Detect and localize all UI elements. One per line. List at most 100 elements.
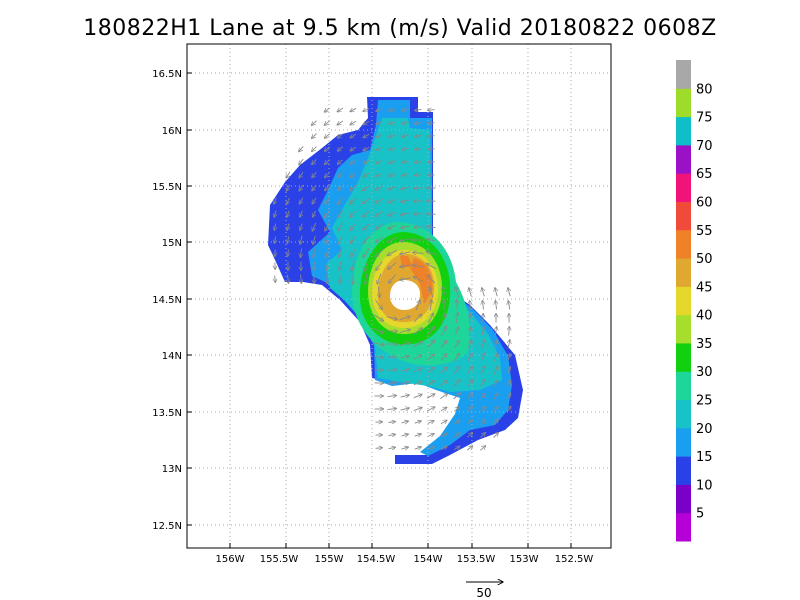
wind-vector <box>414 447 422 449</box>
colorbar-label: 50 <box>696 252 713 267</box>
wind-vector <box>508 354 510 361</box>
wind-vector <box>386 317 398 320</box>
wind-vector <box>363 134 370 137</box>
wind-vector <box>376 161 383 164</box>
wind-vector <box>301 274 302 284</box>
y-tick-label: 14N <box>162 351 182 362</box>
wind-vector <box>413 328 423 335</box>
wind-vector <box>376 148 383 151</box>
wind-vector <box>480 420 486 425</box>
wind-vector <box>442 287 447 298</box>
colorbar-label: 70 <box>696 139 713 154</box>
wind-vector <box>326 248 328 258</box>
wind-vector <box>493 419 499 425</box>
wind-vector <box>387 395 397 396</box>
wind-vector <box>506 406 511 413</box>
wind-vector <box>414 188 423 189</box>
wind-vector <box>427 368 434 373</box>
wind-vector <box>482 288 485 297</box>
wind-vector <box>440 380 448 387</box>
wind-vector <box>467 353 472 362</box>
wind-vector <box>413 394 422 399</box>
wind-vector <box>287 197 290 204</box>
wind-vector <box>413 381 422 386</box>
colorbar-swatch <box>676 484 691 514</box>
wind-vector <box>427 239 436 241</box>
wind-vector <box>508 288 510 297</box>
wind-vector <box>442 313 446 324</box>
wind-vector <box>362 198 370 203</box>
wind-vector <box>440 446 447 449</box>
wind-vector <box>300 223 302 231</box>
colorbar-swatch <box>676 512 691 542</box>
wind-vector <box>469 288 472 297</box>
colorbar-label: 10 <box>696 478 713 493</box>
wind-vector <box>286 184 289 191</box>
wind-vector <box>339 248 342 257</box>
wind-vector <box>376 109 383 112</box>
wind-vector <box>337 172 343 178</box>
wind-vector <box>299 171 304 178</box>
reference-vector: 50 <box>466 582 503 600</box>
wind-vector <box>339 261 341 271</box>
wind-vector <box>363 210 370 217</box>
wind-vector <box>412 341 423 348</box>
wind-vector <box>375 224 383 230</box>
wind-vector <box>325 209 330 218</box>
wind-vector <box>427 226 436 227</box>
y-tick-label: 12.5N <box>152 521 182 532</box>
wind-vector <box>493 432 499 438</box>
wind-vector <box>402 161 409 163</box>
wind-vector <box>274 210 276 218</box>
wind-vector <box>467 340 471 349</box>
wind-vector <box>337 210 344 217</box>
wind-vector <box>413 265 424 267</box>
wind-vector <box>401 226 410 228</box>
colorbar-swatch <box>676 173 691 202</box>
colorbar-swatch <box>676 201 691 231</box>
wind-vector <box>374 314 383 321</box>
wind-vector <box>483 301 484 310</box>
wind-vector <box>440 367 448 374</box>
wind-vector <box>388 211 397 215</box>
colorbar-swatch <box>676 399 691 429</box>
map-title: 180822H1 Lane at 9.5 km (m/s) Valid 2018… <box>83 16 717 41</box>
wind-vector <box>389 109 396 111</box>
wind-vector <box>377 273 382 284</box>
wind-vector <box>469 327 471 336</box>
wind-vector <box>466 380 473 387</box>
wind-vector <box>415 300 420 311</box>
colorbar-label: 45 <box>696 280 713 295</box>
wind-vector <box>441 326 446 337</box>
wind-vector <box>287 223 289 231</box>
wind-vector <box>467 433 472 438</box>
wind-vector <box>453 433 460 438</box>
wind-vector <box>453 367 460 374</box>
wind-vector <box>402 148 409 150</box>
wind-vector <box>325 185 330 190</box>
wind-vector <box>453 420 460 425</box>
wind-vector <box>388 422 396 423</box>
wind-vector <box>376 122 383 125</box>
wind-vector <box>312 146 317 152</box>
colorbar-swatch <box>676 456 691 485</box>
wind-vector <box>413 368 422 373</box>
colorbar-label: 65 <box>696 167 713 182</box>
wind-vector <box>453 446 460 451</box>
wind-vector <box>375 248 384 257</box>
wind-vector <box>429 287 434 298</box>
wind-vector <box>454 340 459 349</box>
wind-vector <box>467 393 473 399</box>
wind-vector <box>493 393 498 400</box>
wind-vector <box>415 122 422 123</box>
wind-vector <box>337 146 344 151</box>
plot-frame <box>186 43 612 549</box>
colorbar-label: 25 <box>696 394 713 409</box>
wind-vector <box>402 135 409 137</box>
wind-vector <box>324 133 330 138</box>
colorbar-swatch <box>676 258 691 287</box>
wind-vector <box>482 340 485 349</box>
reference-vector-label: 50 <box>476 586 491 600</box>
wind-vector <box>274 236 275 244</box>
